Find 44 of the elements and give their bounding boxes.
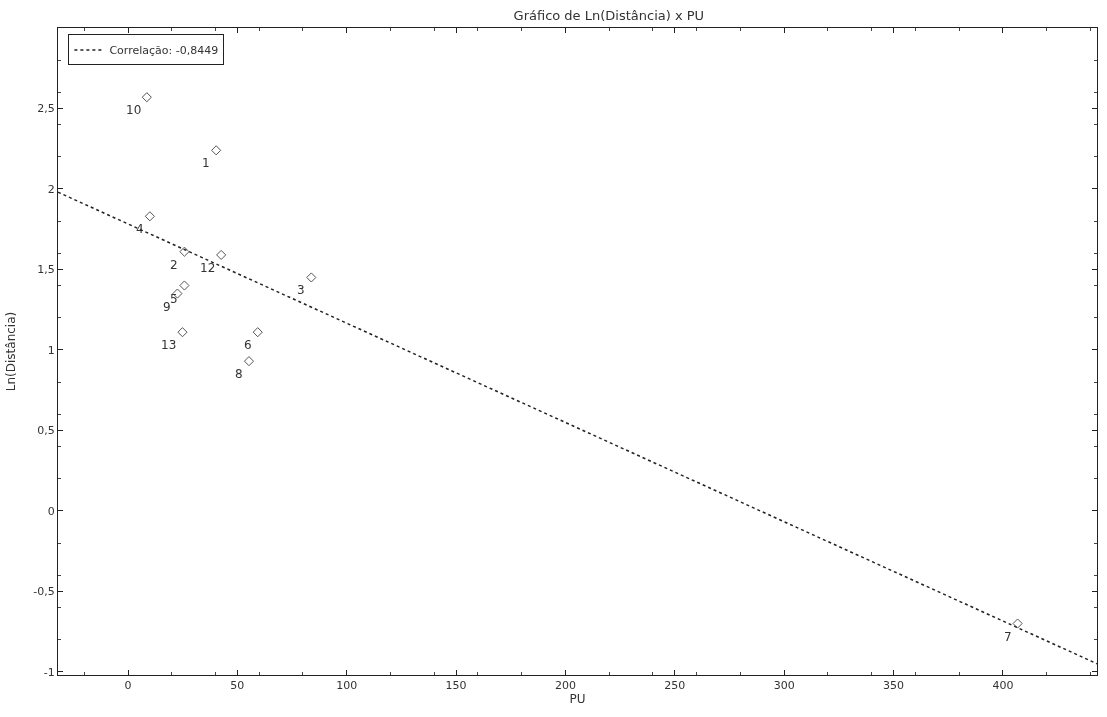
x-tick-label: 350 <box>883 679 905 693</box>
y-tick-label: 1,5 <box>37 263 55 277</box>
x-tick-label: 150 <box>445 679 467 693</box>
x-tick-label: 200 <box>554 679 576 693</box>
annotation: 8 <box>235 367 243 381</box>
y-tick-label: 0 <box>47 504 55 518</box>
annotation: 4 <box>136 222 144 236</box>
point <box>179 280 190 291</box>
point <box>211 145 222 156</box>
chart-title: Gráfico de Ln(Distância) x PU <box>513 7 705 23</box>
x-tick-label: 400 <box>992 679 1014 693</box>
annotation: 9 <box>163 300 171 314</box>
x-tick-label: 0 <box>124 679 132 693</box>
legend-label: Correlação: -0,8449 <box>109 44 219 58</box>
point <box>144 211 155 222</box>
annotation: 7 <box>1004 630 1012 644</box>
y-tick-label: -1 <box>43 665 55 679</box>
point <box>177 327 188 338</box>
point <box>179 246 190 257</box>
annotation: 5 <box>170 292 178 306</box>
x-axis-title: PU <box>569 692 586 707</box>
x-tick-label: 250 <box>664 679 686 693</box>
point <box>243 356 255 367</box>
y-tick-label: 2,5 <box>37 102 55 116</box>
annotation: 13 <box>161 338 177 352</box>
y-tick-label: -0,5 <box>33 585 55 599</box>
x-tick-label: 50 <box>230 679 245 693</box>
point <box>216 249 227 260</box>
annotation: 1 <box>202 156 210 170</box>
point <box>141 92 152 103</box>
point <box>252 327 263 338</box>
point <box>1012 618 1023 629</box>
annotation: 12 <box>200 261 216 275</box>
annotation: 10 <box>126 103 142 117</box>
annotation: 3 <box>297 283 305 297</box>
y-tick-label: 1 <box>47 343 55 357</box>
annotation: 2 <box>170 258 178 272</box>
annotation: 6 <box>244 338 252 352</box>
point <box>306 272 317 283</box>
x-tick-label: 100 <box>336 679 358 693</box>
y-tick-label: 2 <box>47 182 55 196</box>
y-tick-label: 0,5 <box>37 424 55 438</box>
x-tick-label: 300 <box>773 679 795 693</box>
y-axis-title: Ln(Distância) <box>3 311 18 392</box>
